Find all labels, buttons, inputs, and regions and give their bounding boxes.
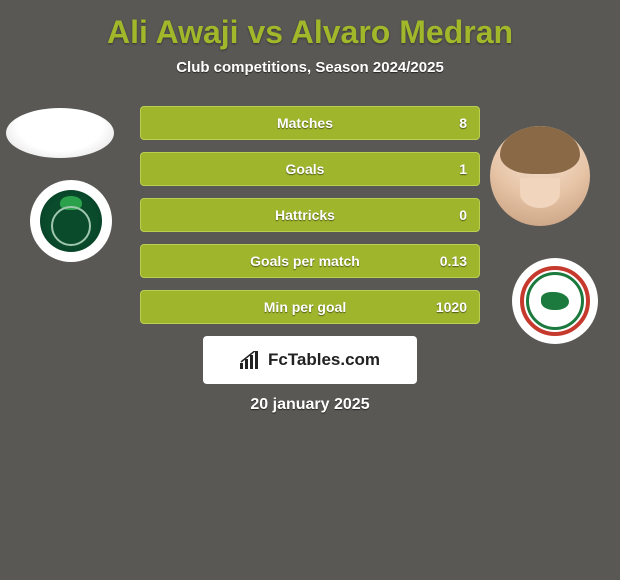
player-right-avatar <box>490 126 590 226</box>
stat-right-value: 1020 <box>427 299 467 315</box>
stat-label: Goals per match <box>183 253 427 269</box>
stat-row: Hattricks 0 <box>140 198 480 232</box>
stat-row: Goals per match 0.13 <box>140 244 480 278</box>
stat-right-value: 1 <box>427 161 467 177</box>
subtitle: Club competitions, Season 2024/2025 <box>0 59 620 76</box>
chart-icon <box>240 351 262 369</box>
brand-text: FcTables.com <box>268 350 380 370</box>
stat-right-value: 0 <box>427 207 467 223</box>
player-left-avatar <box>6 108 114 158</box>
stat-label: Hattricks <box>183 207 427 223</box>
stat-row: Goals 1 <box>140 152 480 186</box>
stat-label: Goals <box>183 161 427 177</box>
stat-right-value: 8 <box>427 115 467 131</box>
date-text: 20 january 2025 <box>0 396 620 414</box>
brand-badge[interactable]: FcTables.com <box>203 336 417 384</box>
stat-row: Min per goal 1020 <box>140 290 480 324</box>
stats-list: Matches 8 Goals 1 Hattricks 0 Goals per … <box>140 106 480 324</box>
club-left-logo <box>30 180 112 262</box>
stat-right-value: 0.13 <box>427 253 467 269</box>
stat-row: Matches 8 <box>140 106 480 140</box>
club-right-logo <box>512 258 598 344</box>
stat-label: Matches <box>183 115 427 131</box>
stat-label: Min per goal <box>183 299 427 315</box>
page-title: Ali Awaji vs Alvaro Medran <box>0 0 620 59</box>
